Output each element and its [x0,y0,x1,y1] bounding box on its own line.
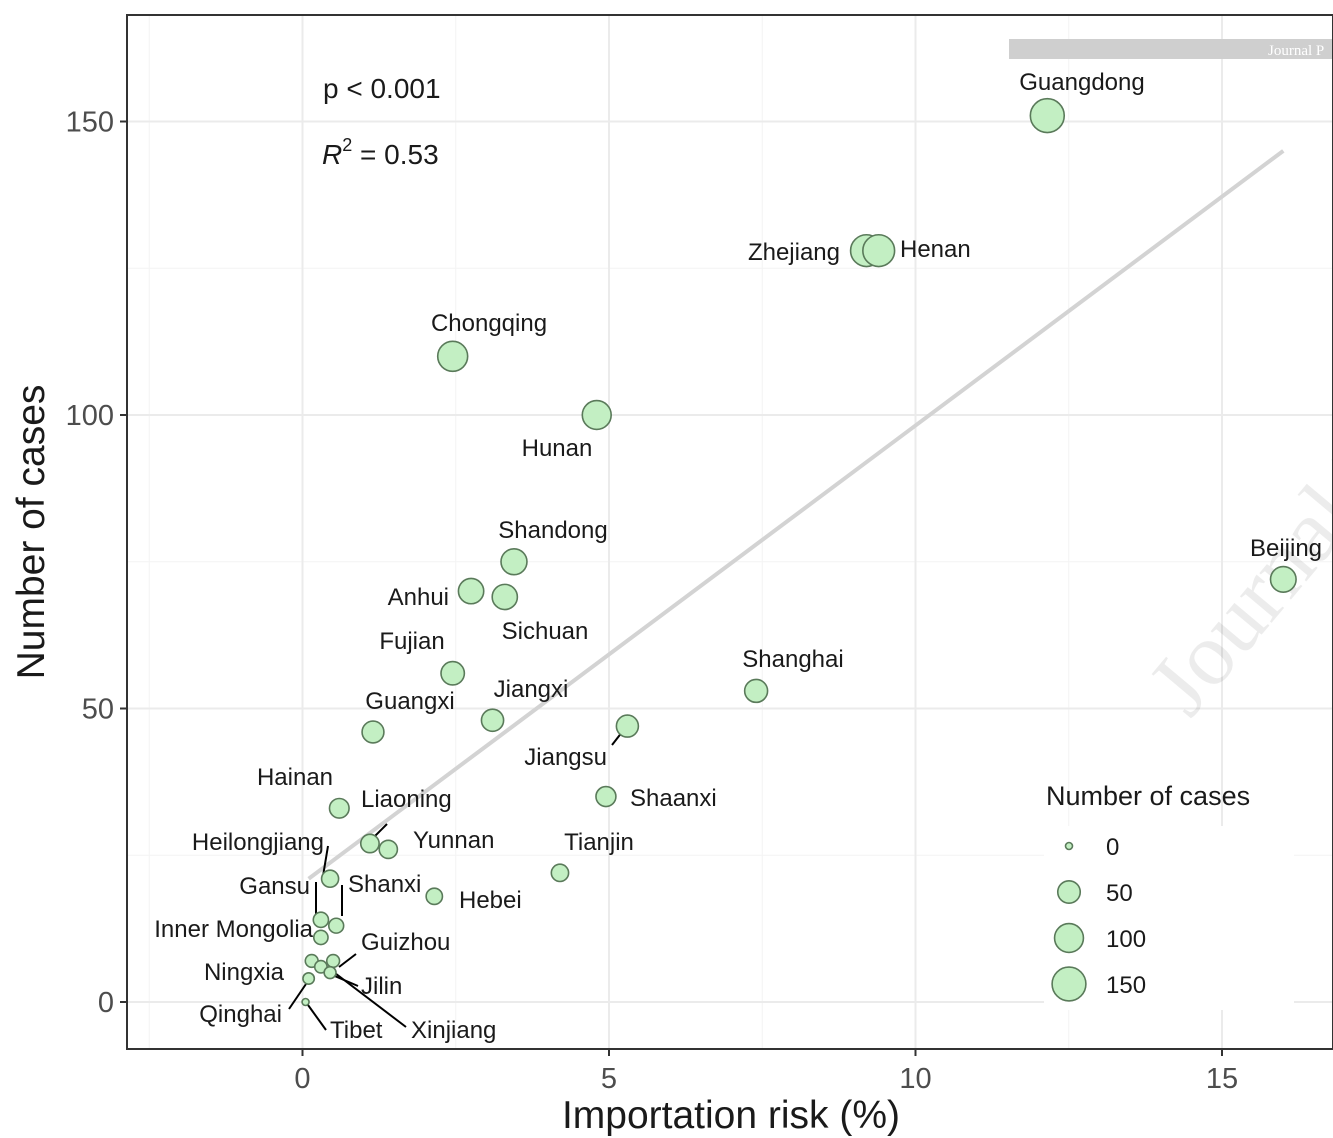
legend-key-0 [1064,841,1074,851]
point-label-shanghai: Shanghai [742,646,843,673]
point-label-shanxi: Shanxi [348,871,421,898]
watermark-banner-text: Journal P [1268,43,1324,59]
y-tick-label: 150 [66,107,114,139]
point-label-tibet: Tibet [330,1017,383,1044]
legend-title: Number of cases [1046,781,1250,811]
watermark-banner [1009,39,1333,59]
point-yunnan [378,839,399,860]
y-axis-title: Number of cases [10,385,53,680]
point-labels: Guangdong Zhejiang Henan Chongqing Hunan Shan… [154,69,1322,1044]
regression-line [307,149,1285,881]
point-label-zhejiang: Zhejiang [748,239,840,266]
point-label-xinjiang: Xinjiang [411,1017,496,1044]
point-label-jiangsu: Jiangsu [524,744,607,771]
p-value-annotation: p < 0.001 [323,73,441,104]
point-guangxi [361,720,385,744]
r2-symbol: R [322,139,342,170]
point-label-sichuan: Sichuan [502,618,589,645]
point-jiangxi [480,708,505,733]
y-tick-label: 100 [66,400,114,432]
point-label-heilongjiang: Heilongjiang [192,829,324,856]
point-label-inner-mongolia: Inner Mongolia [154,916,313,943]
point-shanghai [743,678,769,704]
point-label-qinghai: Qinghai [199,1001,282,1028]
r2-annotation: R2 = 0.53 [322,135,439,170]
point-label-guangdong: Guangdong [1019,69,1144,96]
data-points [301,97,1297,1007]
point-heilongjiang [320,869,340,889]
r2-value: = 0.53 [352,139,438,170]
legend-key-50 [1056,879,1082,905]
x-tick-label: 5 [601,1063,617,1095]
legend-label-50: 50 [1106,880,1133,907]
point-liaoning [359,833,380,854]
point-label-liaoning: Liaoning [361,786,452,813]
size-legend: Number of cases 0 50 100 150 [1044,781,1294,1010]
point-qinghai [302,972,316,986]
y-tick-label: 0 [98,987,114,1019]
point-label-ningxia: Ningxia [204,959,285,986]
point-hebei [425,887,444,906]
point-tianjin [550,863,570,883]
y-tick-label: 50 [82,694,114,726]
point-label-guangxi: Guangxi [365,688,454,715]
point-label-gansu: Gansu [239,873,310,900]
point-label-henan: Henan [900,236,971,263]
point-sichuan [491,583,519,611]
point-beijing [1269,565,1297,593]
point-label-yunnan: Yunnan [413,827,494,854]
point-label-fujian: Fujian [379,628,444,655]
legend-label-0: 0 [1106,834,1119,861]
panel-border [126,14,1333,1050]
point-henan [862,233,896,268]
point-xinjiang [323,965,337,980]
point-guangdong [1029,97,1066,134]
r2-exponent: 2 [342,135,352,155]
point-label-hainan: Hainan [257,764,333,791]
point-anhui [457,577,485,605]
point-fujian [440,660,466,686]
legend-label-150: 150 [1106,972,1146,999]
point-label-chongqing: Chongqing [431,310,547,337]
point-shandong [500,547,528,576]
x-tick-label: 0 [294,1063,310,1095]
leader-line-tibet [307,1004,327,1031]
point-chongqing [436,340,469,373]
point-guizhou [325,953,341,969]
leader-line-guizhou [338,953,357,968]
legend-label-100: 100 [1106,926,1146,953]
point-label-tianjin: Tianjin [564,829,634,856]
point-jiangsu [615,714,640,738]
leader-line-xinjiang [326,966,407,1028]
point-label-jiangxi: Jiangxi [494,676,569,703]
point-shanxi [327,917,345,934]
point-label-hunan: Hunan [522,435,593,462]
leader-line-heilongjiang [322,845,329,877]
x-tick-label: 15 [1206,1063,1238,1095]
point-label-guizhou: Guizhou [361,929,450,956]
point-inner-mongolia [312,929,329,946]
point-shaanxi [595,785,617,808]
point-hainan [328,797,350,819]
legend-key-100 [1053,922,1085,954]
x-tick-label: 10 [899,1063,931,1095]
point-label-hebei: Hebei [459,887,522,914]
point-label-anhui: Anhui [388,584,449,611]
leader-line-qinghai [288,983,307,1010]
legend-key-150 [1051,966,1087,1002]
point-gansu [312,911,330,929]
point-tibet [301,997,310,1007]
point-label-shandong: Shandong [498,517,607,544]
x-axis-title: Importation risk (%) [562,1094,900,1137]
point-label-jilin: Jilin [361,973,402,1000]
point-label-shaanxi: Shaanxi [630,785,717,812]
point-hunan [581,399,612,431]
point-label-beijing: Beijing [1250,535,1322,562]
